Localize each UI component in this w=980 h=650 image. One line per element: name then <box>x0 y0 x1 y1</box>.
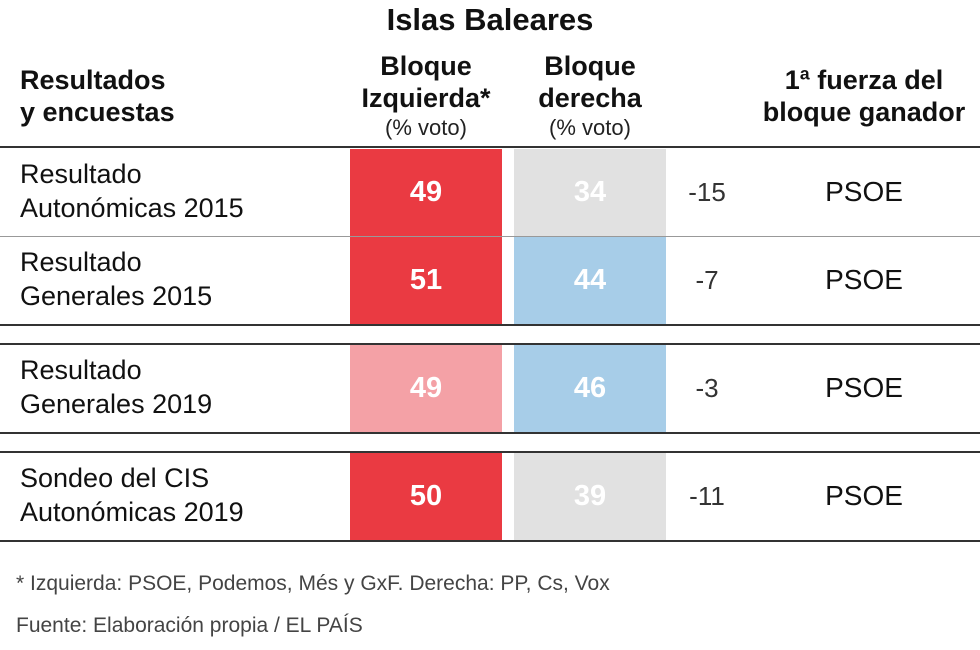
row-label-line2: Autonómicas 2015 <box>20 192 244 223</box>
primera-fuerza-value: PSOE <box>825 479 903 511</box>
chart-title: Islas Baleares <box>386 2 594 37</box>
row-label-line2: Autonómicas 2019 <box>20 496 244 527</box>
row-divider <box>0 236 980 237</box>
row-label-line2: Generales 2015 <box>20 280 213 311</box>
row-divider <box>0 324 980 326</box>
row-label-line1: Resultado <box>20 246 142 277</box>
izquierda-cell: 50 <box>350 453 502 540</box>
row-label: Sondeo del CIS Autonómicas 2019 <box>20 461 244 529</box>
row-divider <box>0 451 980 453</box>
header-izq-line2: Izquierda* <box>361 83 491 113</box>
footnote: * Izquierda: PSOE, Podemos, Més y GxF. D… <box>16 572 610 595</box>
difference-value: -15 <box>688 176 726 207</box>
row-label: Resultado Generales 2015 <box>20 245 212 313</box>
row-label-line2: Generales 2019 <box>20 388 213 419</box>
row-label-line1: Resultado <box>20 354 142 385</box>
header-izq-sub: (% voto) <box>385 115 467 140</box>
header-izq-line1: Bloque <box>380 51 472 81</box>
header-der-line1: Bloque <box>544 51 636 81</box>
header-der-line2: derecha <box>538 83 642 113</box>
row-divider <box>0 432 980 434</box>
difference-value: -11 <box>689 480 725 511</box>
header-primera-fuerza: 1ª fuerza del bloque ganador <box>752 64 976 128</box>
header-results-line1: Resultados <box>20 65 166 95</box>
row-divider <box>0 540 980 542</box>
header-fuerza-line2: bloque ganador <box>762 97 966 127</box>
row-divider <box>0 146 980 148</box>
difference-value: -3 <box>695 372 719 403</box>
izquierda-cell: 51 <box>350 237 502 324</box>
header-results-line2: y encuestas <box>20 97 175 127</box>
row-label-line1: Sondeo del CIS <box>20 462 210 493</box>
source-note: Fuente: Elaboración propia / EL PAÍS <box>16 614 363 637</box>
primera-fuerza-value: PSOE <box>825 263 903 295</box>
derecha-cell: 46 <box>514 345 666 432</box>
izquierda-cell: 49 <box>350 149 502 236</box>
header-der-sub: (% voto) <box>549 115 631 140</box>
header-bloque-izquierda: Bloque Izquierda* (% voto) <box>350 50 502 141</box>
derecha-cell: 39 <box>514 453 666 540</box>
header-fuerza-line1: 1ª fuerza del <box>784 65 944 95</box>
row-label: Resultado Generales 2019 <box>20 353 212 421</box>
primera-fuerza-value: PSOE <box>825 371 903 403</box>
derecha-cell: 34 <box>514 149 666 236</box>
izquierda-cell: 49 <box>350 345 502 432</box>
row-divider <box>0 343 980 345</box>
difference-value: -7 <box>695 264 719 295</box>
derecha-cell: 44 <box>514 237 666 324</box>
row-label-line1: Resultado <box>20 158 142 189</box>
primera-fuerza-value: PSOE <box>825 175 903 207</box>
header-results-label: Resultados y encuestas <box>20 64 175 128</box>
header-bloque-derecha: Bloque derecha (% voto) <box>514 50 666 141</box>
row-label: Resultado Autonómicas 2015 <box>20 157 244 225</box>
